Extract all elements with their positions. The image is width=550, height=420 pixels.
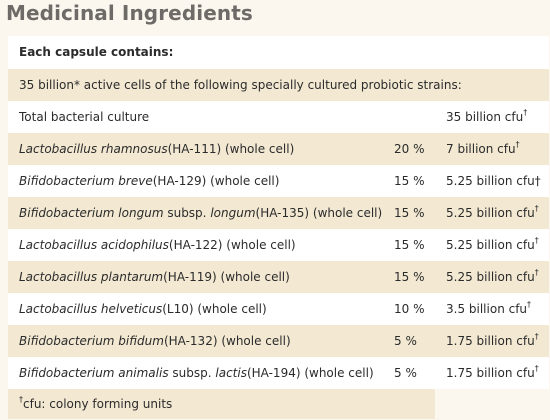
capsule-label: Each capsule contains: (19, 45, 174, 59)
strain-species: Lactobacillus helveticus (19, 302, 163, 316)
strain-suffix: (HA-122) (whole cell) (168, 238, 296, 252)
strain-amount-text: 5.25 billion cfu (446, 206, 535, 220)
strain-amount-text: 5.25 billion cfu (446, 270, 535, 284)
dagger-mark: † (515, 140, 520, 149)
strain-species: Bifidobacterium animalis (19, 366, 169, 380)
strain-percent: 10 % (394, 302, 425, 316)
dagger-mark: † (527, 300, 532, 309)
strain-row: Lactobacillus acidophilus(HA-122) (whole… (8, 229, 549, 261)
strain-row: Bifidobacterium bifidum(HA-132) (whole c… (8, 325, 549, 357)
strain-name: Lactobacillus helveticus(L10) (whole cel… (19, 293, 267, 325)
strain-row: Lactobacillus plantarum(HA-119) (whole c… (8, 261, 549, 293)
strain-name: Bifidobacterium animalis subsp. lactis(H… (19, 357, 374, 389)
strain-amount-text: 1.75 billion cfu (446, 334, 535, 348)
strain-name: Bifidobacterium longum subsp. longum(HA-… (19, 197, 382, 229)
strain-name: Bifidobacterium bifidum(HA-132) (whole c… (19, 325, 291, 357)
strain-amount-text: 5.25 billion cfu (446, 238, 535, 252)
strain-species: Bifidobacterium longum (19, 206, 164, 220)
strain-amount: 5.25 billion cfu† (446, 261, 539, 293)
strain-species: Bifidobacterium bifidum (19, 334, 164, 348)
total-label: Total bacterial culture (19, 110, 150, 124)
strain-percent: 15 % (394, 270, 425, 284)
strain-amount: 1.75 billion cfu† (446, 325, 539, 357)
dagger-mark: † (523, 108, 528, 117)
strain-subspecies: longum (210, 206, 256, 220)
strain-row: Bifidobacterium animalis subsp. lactis(H… (8, 357, 549, 389)
footnote-row: †cfu: colony forming units (8, 389, 435, 419)
total-row: Total bacterial culture 35 billion cfu† (8, 101, 549, 133)
strain-name: Bifidobacterium breve(HA-129) (whole cel… (19, 165, 279, 197)
active-cells-text: 35 billion* active cells of the followin… (19, 78, 462, 92)
strain-amount-text: 7 billion cfu (446, 142, 516, 156)
strain-suffix: (HA-132) (whole cell) (163, 334, 291, 348)
strain-suffix: (L10) (whole cell) (162, 302, 267, 316)
strain-percent: 5 % (394, 334, 417, 348)
strain-percent: 15 % (394, 174, 425, 188)
ingredients-table: Each capsule contains: 35 billion* activ… (8, 36, 549, 419)
strain-amount-text: 5.25 billion cfu† (446, 174, 541, 188)
dagger-mark: † (534, 332, 539, 341)
dagger-mark: † (534, 204, 539, 213)
strain-amount: 5.25 billion cfu† (446, 229, 539, 261)
strain-percent: 15 % (394, 238, 425, 252)
strain-suffix: (HA-194) (whole cell) (246, 366, 374, 380)
total-amount: 35 billion cfu† (446, 101, 527, 133)
strain-amount-text: 1.75 billion cfu (446, 366, 535, 380)
strain-name: Lactobacillus plantarum(HA-119) (whole c… (19, 261, 290, 293)
strain-row: Lactobacillus helveticus(L10) (whole cel… (8, 293, 549, 325)
page-title: Medicinal Ingredients (6, 1, 253, 25)
strain-amount: 5.25 billion cfu† (446, 197, 539, 229)
strain-percent: 15 % (394, 206, 425, 220)
strain-name: Lactobacillus rhamnosus(HA-111) (whole c… (19, 133, 294, 165)
strain-amount: 3.5 billion cfu† (446, 293, 531, 325)
footnote-text: cfu: colony forming units (23, 397, 173, 411)
dagger-mark: † (19, 395, 23, 404)
strain-suffix: (HA-129) (whole cell) (152, 174, 280, 188)
active-cells-row: 35 billion* active cells of the followin… (8, 69, 549, 101)
strain-percent: 5 % (394, 366, 417, 380)
strain-row: Lactobacillus rhamnosus(HA-111) (whole c… (8, 133, 549, 165)
strain-species: Lactobacillus rhamnosus (19, 142, 168, 156)
strain-suffix: (HA-119) (whole cell) (163, 270, 290, 284)
strain-species: Lactobacillus acidophilus (19, 238, 169, 252)
dagger-mark: † (534, 364, 539, 373)
strain-name: Lactobacillus acidophilus(HA-122) (whole… (19, 229, 296, 261)
strain-species: Lactobacillus plantarum (19, 270, 164, 284)
footnote: †cfu: colony forming units (19, 389, 172, 419)
dagger-mark: † (534, 268, 539, 277)
strain-subsp: subsp. (163, 206, 211, 220)
strain-suffix: (HA-111) (whole cell) (167, 142, 295, 156)
strain-species: Bifidobacterium breve (19, 174, 153, 188)
strain-subspecies: lactis (215, 366, 247, 380)
capsule-header-row: Each capsule contains: (8, 36, 549, 69)
strain-suffix: (HA-135) (whole cell) (255, 206, 383, 220)
strain-amount: 1.75 billion cfu† (446, 357, 539, 389)
strain-amount: 7 billion cfu† (446, 133, 520, 165)
strain-percent: 20 % (394, 142, 425, 156)
strain-subsp: subsp. (168, 366, 216, 380)
strain-amount: 5.25 billion cfu† (446, 165, 541, 197)
strain-amount-text: 3.5 billion cfu (446, 302, 528, 316)
dagger-mark: † (534, 236, 539, 245)
strain-row: Bifidobacterium longum subsp. longum(HA-… (8, 197, 549, 229)
total-amount-text: 35 billion cfu (446, 110, 524, 124)
strain-row: Bifidobacterium breve(HA-129) (whole cel… (8, 165, 549, 197)
